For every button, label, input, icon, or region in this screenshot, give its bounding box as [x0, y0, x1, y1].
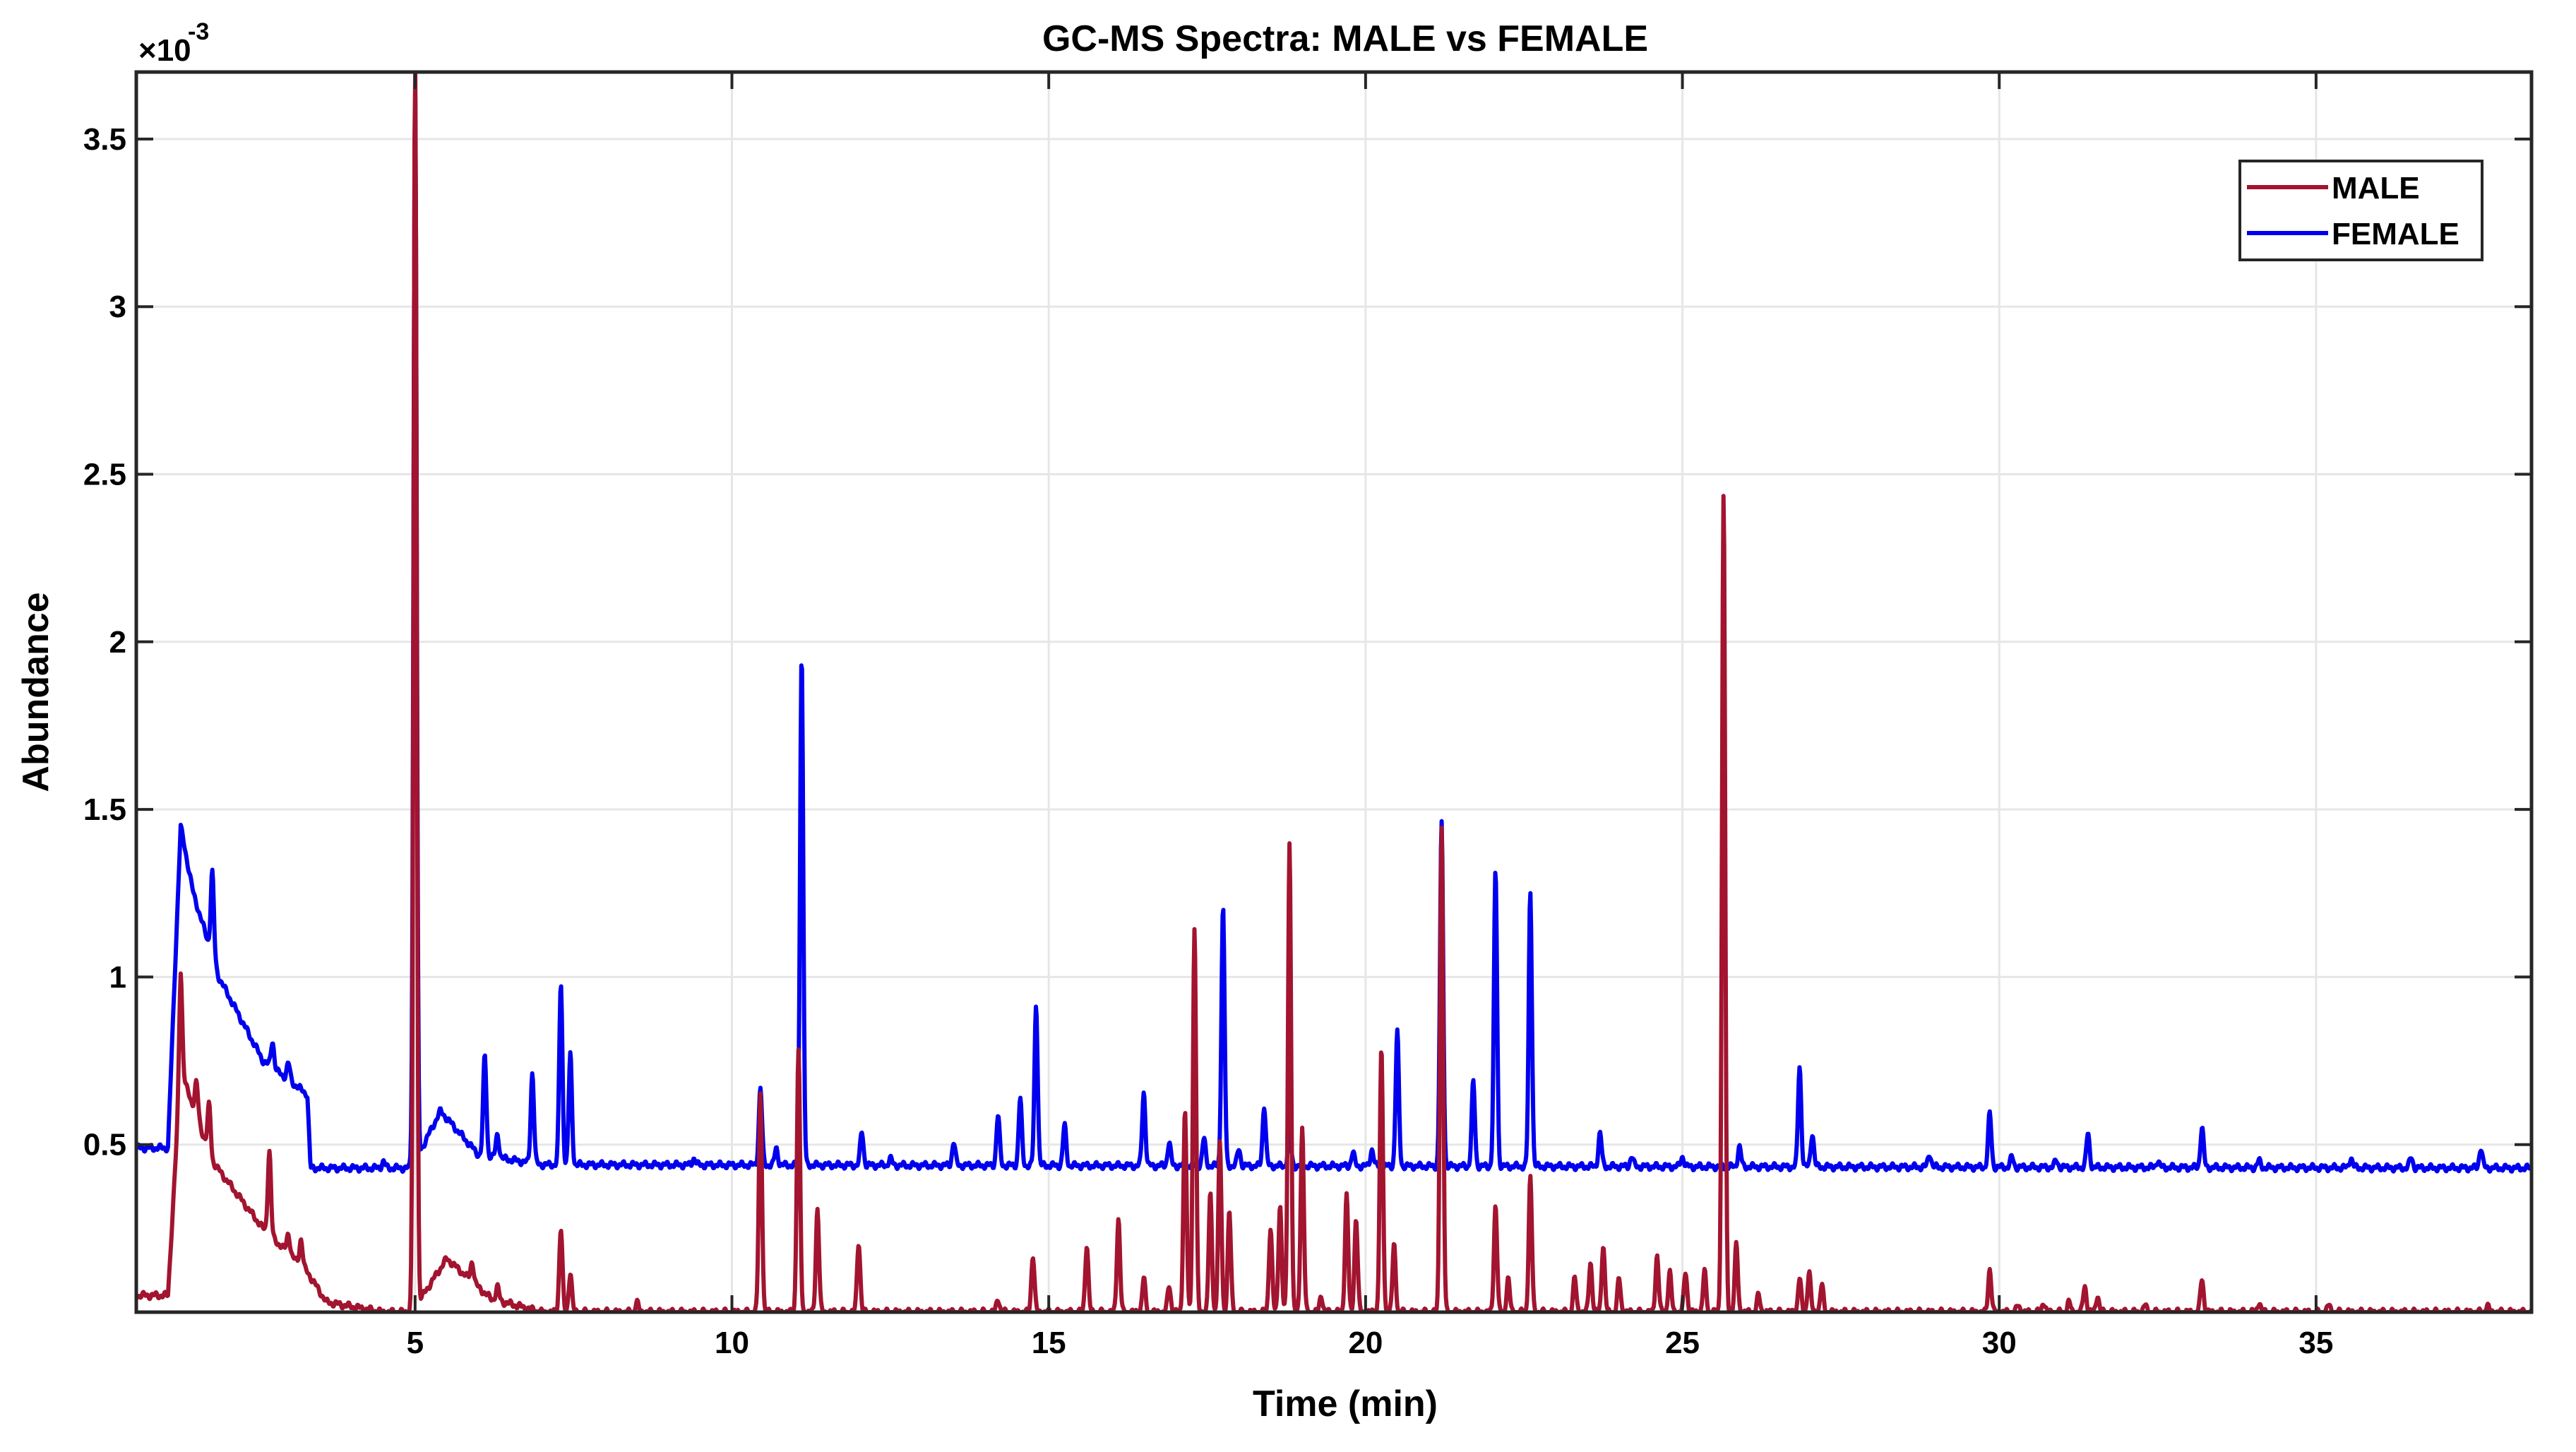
y-axis-label: Abundance [16, 592, 56, 792]
legend-male-label: MALE [2332, 171, 2420, 206]
x-tick-label: 20 [1348, 1326, 1383, 1360]
plot-area [136, 72, 2532, 1312]
x-tick-label: 35 [2298, 1326, 2333, 1360]
x-tick-label: 30 [1982, 1326, 2017, 1360]
tick-marks [136, 72, 2532, 1312]
y-tick-label: 1.5 [83, 792, 126, 827]
y-tick-label: 1 [109, 960, 126, 994]
x-tick-label: 25 [1665, 1326, 1700, 1360]
y-tick-label: 2.5 [83, 458, 126, 492]
x-tick-label: 10 [715, 1326, 749, 1360]
y-tick-label: 0.5 [83, 1128, 126, 1162]
x-tick-label: 5 [407, 1326, 424, 1360]
y-tick-label: 2 [109, 625, 126, 660]
y-exponent-base: ×10 [138, 33, 191, 68]
legend-box [2238, 160, 2483, 261]
x-tick-label: 15 [1032, 1326, 1066, 1360]
x-axis-label: Time (min) [1253, 1383, 1438, 1424]
y-tick-label: 3 [109, 290, 126, 324]
legend: MALE FEMALE [2238, 160, 2483, 261]
axes-box [134, 70, 2534, 1314]
y-tick-label: 3.5 [83, 122, 126, 157]
y-exponent-power: -3 [188, 18, 209, 45]
legend-female-label: FEMALE [2332, 217, 2459, 251]
series-line-female [136, 94, 2532, 1174]
chart-title: GC-MS Spectra: MALE vs FEMALE [1042, 18, 1648, 59]
